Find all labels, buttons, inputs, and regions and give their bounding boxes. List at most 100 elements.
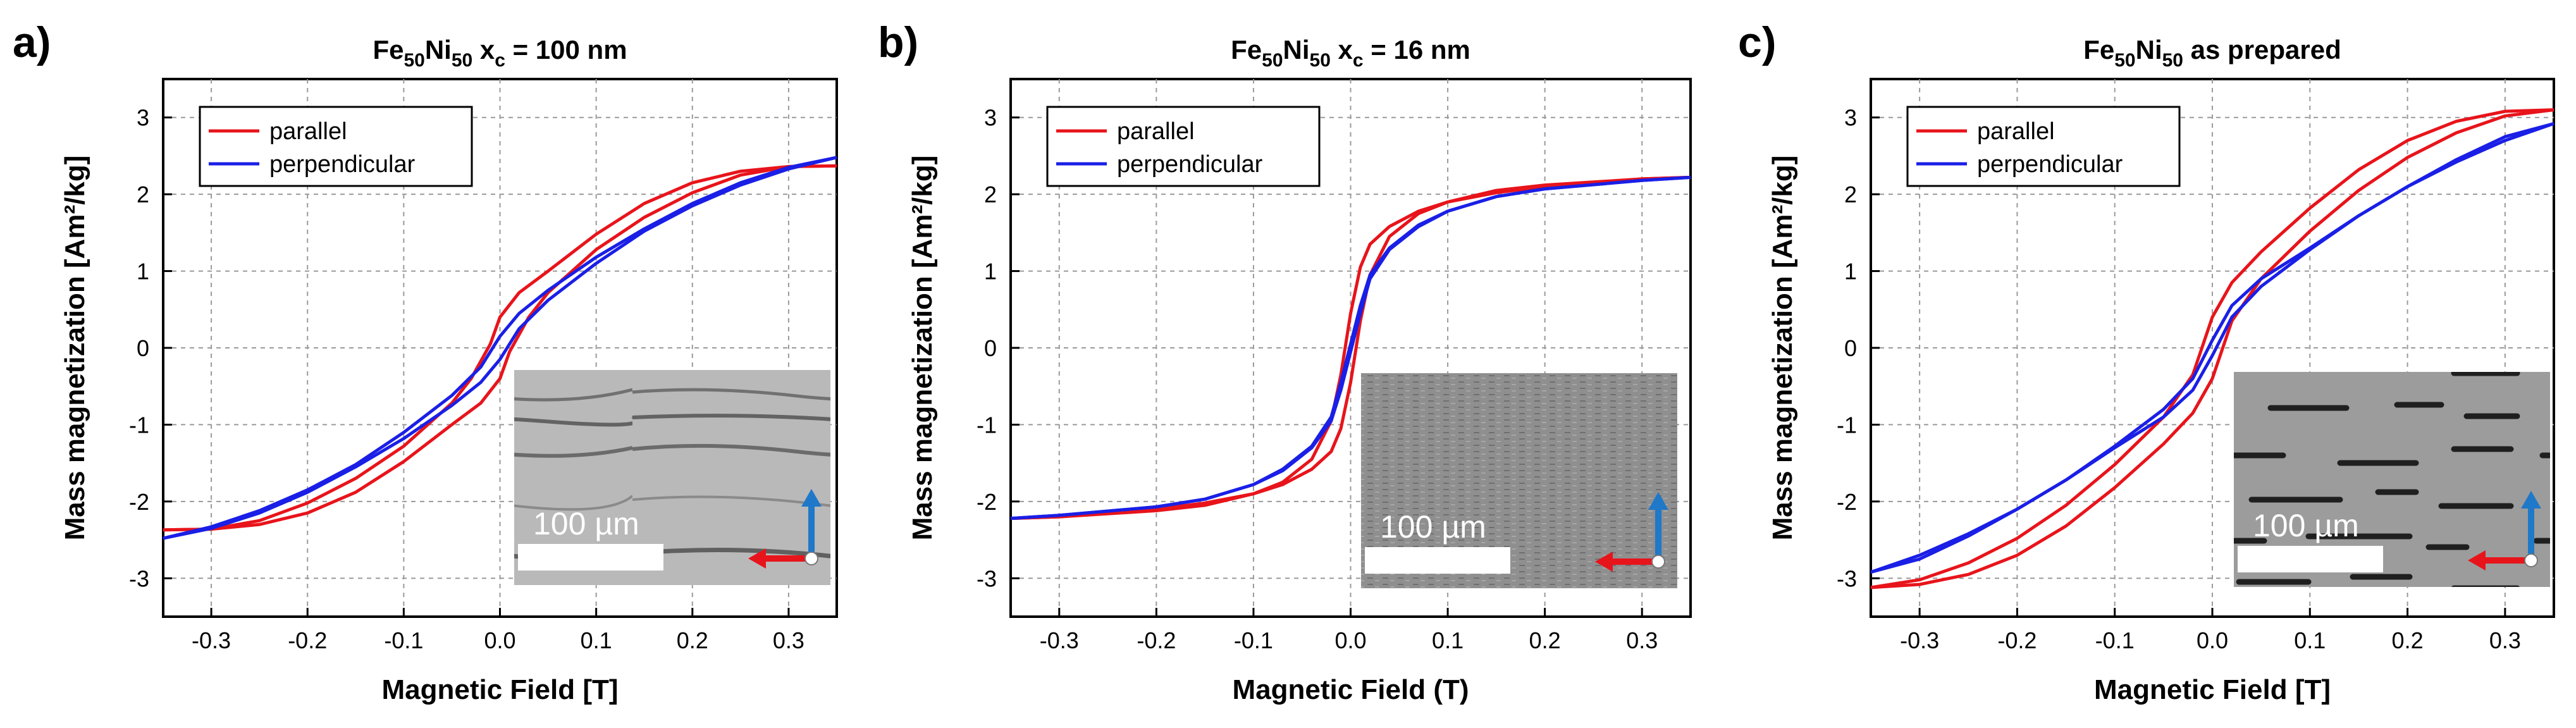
x-tick-label: -0.1 — [384, 627, 423, 653]
chart-panel-2: b) Fe50Ni50 xc = 16 nm-0.3 -0.2 -0.1 0.0 0.1 0… — [878, 18, 1692, 705]
inset-micrograph: 100 µm — [514, 370, 830, 585]
chart-panel-1: a) Fe50Ni50 xc = 100 nm-0.3 -0.2 -0.1 0.0 0.1… — [13, 18, 838, 705]
series-parallel-lower-branch — [1010, 175, 1691, 521]
x-tick-label: -0.2 — [1137, 627, 1176, 653]
x-tick-label: 0.0 — [2197, 627, 2228, 653]
x-tick-label: 0.1 — [2294, 627, 2326, 653]
y-tick-label: 0 — [1844, 335, 1857, 361]
y-axis-label: Mass magnetization [Am²/kg] — [59, 156, 90, 541]
arrow-origin-dot — [1651, 555, 1665, 569]
red-arrow-head — [748, 548, 766, 569]
red-arrow-head — [2468, 550, 2486, 571]
x-tick-label: 0.3 — [1626, 627, 1658, 653]
x-tick-label: -0.2 — [1997, 627, 2037, 653]
blue-arrow-head — [801, 489, 822, 507]
y-tick-label: 3 — [137, 105, 149, 131]
y-axis-label: Mass magnetization [Am²/kg] — [907, 156, 938, 541]
series-parallel-lower-branch — [1870, 108, 2554, 589]
y-tick-label: 3 — [1844, 105, 1857, 131]
x-tick-label: -0.3 — [1040, 627, 1079, 653]
y-tick-label: -2 — [977, 489, 997, 515]
legend: parallel perpendicular — [1906, 106, 2181, 187]
x-tick-label: 0.0 — [484, 627, 515, 653]
scale-bar-label: 100 µm — [533, 506, 639, 541]
y-tick-label: 1 — [1844, 259, 1857, 285]
title-mid: Ni — [1283, 35, 1310, 65]
x-tick-label: 0.2 — [1529, 627, 1561, 653]
y-tick-label: -3 — [977, 565, 997, 591]
legend-label-parallel: parallel — [269, 118, 347, 145]
scale-bar — [1365, 547, 1510, 574]
title-sub2: 50 — [452, 50, 472, 71]
arrow-origin-dot — [804, 552, 818, 565]
x-tick-label: 0.2 — [677, 627, 708, 653]
title-tail: = 16 nm — [1364, 35, 1470, 65]
x-tick-label: 0.1 — [1432, 627, 1464, 653]
x-tick-label: -0.1 — [1234, 627, 1273, 653]
legend: parallel perpendicular — [199, 106, 473, 187]
series-perpendicular-upper-branch — [163, 156, 837, 540]
chart-title: Fe50Ni50 xc = 100 nm — [373, 35, 627, 71]
y-tick-label: 1 — [984, 259, 997, 285]
title-prefix: Fe — [1231, 35, 1262, 65]
blue-arrow-head — [1648, 492, 1668, 510]
y-tick-label: -1 — [129, 412, 149, 438]
series-perpendicular-lower-branch — [1870, 122, 2554, 574]
panel-letter: c) — [1738, 18, 1776, 66]
legend-box — [1046, 106, 1321, 187]
y-tick-label: 0 — [137, 335, 149, 361]
series-parallel-upper-branch — [1870, 108, 2554, 589]
x-tick-label: -0.3 — [1900, 627, 1939, 653]
y-tick-label: 3 — [984, 105, 997, 131]
x-tick-label: -0.2 — [288, 627, 327, 653]
chart-title: Fe50Ni50 xc = 16 nm — [1231, 35, 1470, 71]
title-tail: as prepared — [2183, 35, 2341, 65]
y-tick-label: 1 — [137, 259, 149, 285]
x-tick-label: -0.1 — [2095, 627, 2135, 653]
scale-bar — [2238, 546, 2383, 572]
blue-arrow-head — [2521, 491, 2541, 509]
legend: parallel perpendicular — [1046, 106, 1321, 187]
y-axis-label: Mass magnetization [Am²/kg] — [1767, 156, 1798, 541]
y-tick-label: 2 — [984, 182, 997, 207]
title-suffix: x — [1331, 35, 1353, 65]
x-axis-label: Magnetic Field [T] — [382, 674, 619, 705]
inset-micrograph: 100 µm — [1361, 373, 1677, 588]
title-sub1: 50 — [404, 50, 424, 71]
y-tick-label: 2 — [1844, 182, 1857, 207]
x-tick-label: 0.0 — [1334, 627, 1366, 653]
x-tick-label: 0.2 — [2392, 627, 2424, 653]
legend-box — [1906, 106, 2181, 187]
y-tick-label: -1 — [1837, 412, 1857, 438]
scale-bar-label: 100 µm — [2253, 508, 2359, 543]
y-tick-label: -2 — [1837, 489, 1857, 515]
title-sub3: c — [495, 50, 505, 71]
scale-bar — [518, 544, 663, 571]
title-mid: Ni — [2136, 35, 2162, 65]
red-arrow-head — [1595, 552, 1613, 572]
series-perpendicular-lower-branch — [163, 156, 837, 540]
series-parallel-upper-branch — [163, 164, 837, 532]
title-prefix: Fe — [373, 35, 404, 65]
chart-title: Fe50Ni50 as prepared — [2083, 35, 2341, 71]
title-tail: = 100 nm — [505, 35, 627, 65]
legend-label-perpendicular: perpendicular — [1977, 151, 2123, 178]
y-tick-label: -3 — [129, 565, 149, 591]
legend-label-perpendicular: perpendicular — [269, 151, 416, 178]
y-tick-label: -2 — [129, 489, 149, 515]
title-sub2: 50 — [1310, 50, 1331, 71]
title-sub1: 50 — [1262, 50, 1283, 71]
title-sub1: 50 — [2114, 50, 2135, 71]
legend-label-parallel: parallel — [1977, 118, 2055, 145]
title-sub2: 50 — [2162, 50, 2183, 71]
x-tick-label: 0.3 — [773, 627, 804, 653]
y-tick-label: -1 — [977, 412, 997, 438]
x-axis-label: Magnetic Field [T] — [2094, 674, 2331, 705]
title-sub3: c — [1353, 50, 1364, 71]
inset-micrograph: 100 µm — [2234, 372, 2550, 587]
x-tick-label: -0.3 — [192, 627, 231, 653]
x-tick-label: 0.3 — [2489, 627, 2521, 653]
x-axis-label: Magnetic Field (T) — [1233, 674, 1469, 705]
title-prefix: Fe — [2083, 35, 2114, 65]
